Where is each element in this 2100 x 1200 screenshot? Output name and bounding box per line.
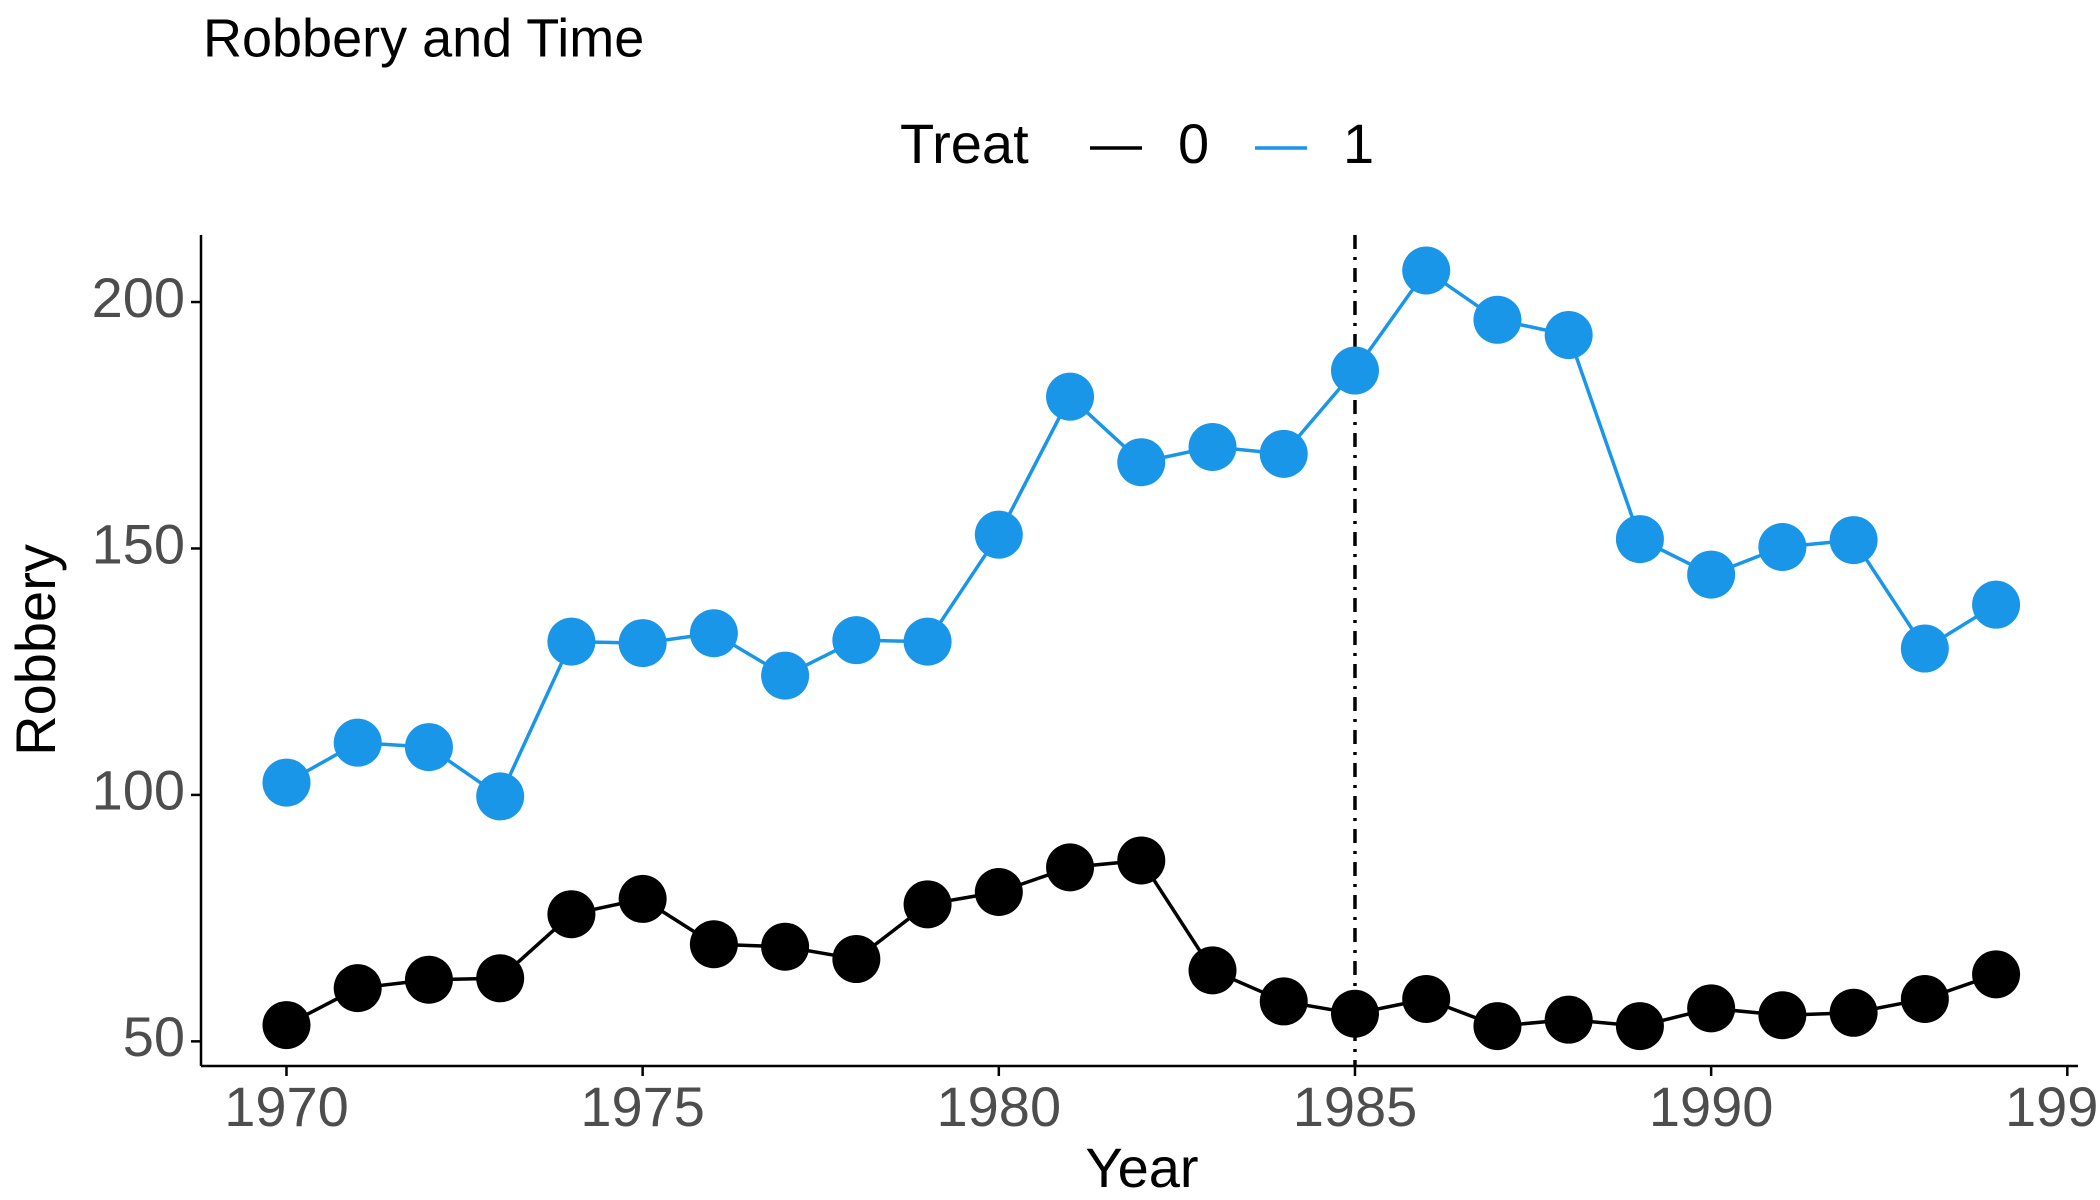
x-tick-label: 1990 (1649, 1075, 1774, 1138)
data-point (1259, 429, 1308, 478)
data-point (1473, 295, 1522, 344)
data-point (689, 609, 738, 658)
data-point (903, 880, 952, 929)
data-point (1473, 1002, 1522, 1051)
chart-title: Robbery and Time (203, 8, 644, 68)
data-point (689, 920, 738, 969)
data-point (404, 723, 453, 772)
legend-label: 1 (1343, 112, 1374, 175)
data-point (1972, 580, 2021, 629)
data-point (761, 651, 810, 700)
data-point (1046, 372, 1095, 421)
data-point (1758, 991, 1807, 1040)
x-tick-label: 1980 (937, 1075, 1062, 1138)
y-tick-label: 200 (92, 266, 185, 329)
data-point (333, 964, 382, 1013)
data-point (476, 954, 525, 1003)
data-point (1402, 246, 1451, 295)
y-tick-label: 150 (92, 512, 185, 575)
data-point (974, 868, 1023, 917)
x-tick-label: 1970 (224, 1075, 349, 1138)
series-line (285, 268, 1997, 800)
legend-label: 0 (1178, 112, 1209, 175)
data-point (1900, 974, 1949, 1023)
data-point (476, 772, 525, 821)
data-point (618, 874, 667, 923)
data-point (1330, 989, 1379, 1038)
data-point (547, 617, 596, 666)
x-tick-label: 1975 (580, 1075, 705, 1138)
data-point (1330, 346, 1379, 395)
data-point (832, 935, 881, 984)
data-point (618, 619, 667, 668)
data-point (404, 955, 453, 1004)
y-axis-label: Robbery (4, 544, 67, 756)
x-axis-label: Year (1085, 1136, 1198, 1199)
data-point (1259, 977, 1308, 1026)
data-point (1758, 522, 1807, 571)
series-line (285, 858, 1997, 1028)
data-point (832, 616, 881, 665)
data-point (1402, 974, 1451, 1023)
data-point (1900, 624, 1949, 673)
data-point (1046, 843, 1095, 892)
data-point (1687, 984, 1736, 1033)
data-point (1615, 1002, 1664, 1051)
data-point (1972, 950, 2021, 999)
data-point (1117, 836, 1166, 885)
data-point (547, 890, 596, 939)
data-point (262, 758, 311, 807)
y-tick-label: 100 (92, 759, 185, 822)
data-point (1615, 515, 1664, 564)
data-point (1188, 946, 1237, 995)
data-point (761, 922, 810, 971)
data-point (1117, 438, 1166, 487)
data-point (1687, 550, 1736, 599)
data-point (1188, 422, 1237, 471)
data-point (1544, 995, 1593, 1044)
data-point (262, 1001, 311, 1050)
data-point (903, 617, 952, 666)
data-point (333, 718, 382, 767)
data-point (1829, 516, 1878, 565)
x-tick-label: 1995 (2005, 1075, 2100, 1138)
data-point (1544, 311, 1593, 360)
data-point (1829, 988, 1878, 1037)
data-point (974, 510, 1023, 559)
legend-title: Treat (900, 112, 1029, 175)
y-tick-label: 50 (123, 1005, 185, 1068)
x-tick-label: 1985 (1293, 1075, 1418, 1138)
